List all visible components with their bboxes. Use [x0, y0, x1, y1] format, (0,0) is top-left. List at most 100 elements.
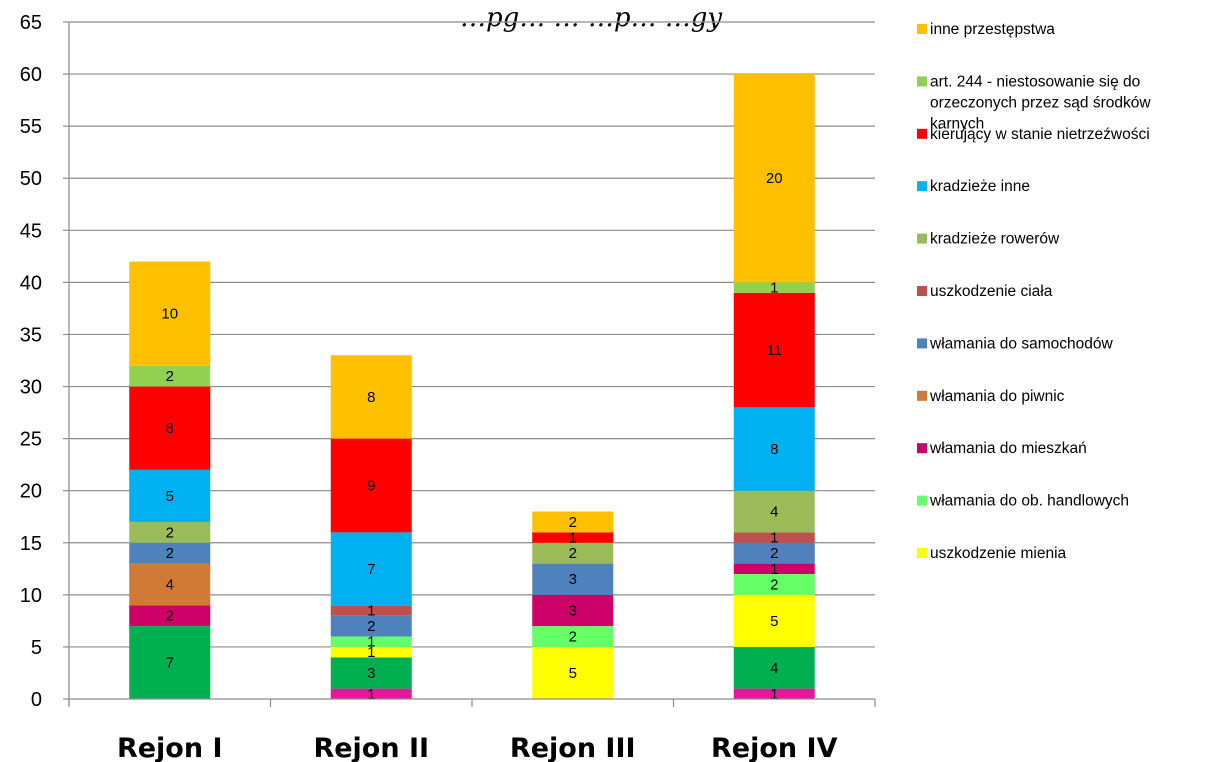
bar-segment: [733, 594, 815, 647]
x-category-label: Rejon III: [510, 733, 636, 762]
bar-segment: [733, 74, 815, 283]
bar-segment: [733, 688, 815, 699]
bar-data-label: 10: [161, 306, 178, 323]
legend-label: kradzieże rowerów: [930, 231, 1060, 248]
bar-data-label: 7: [367, 561, 375, 578]
bar-segment: [733, 532, 815, 543]
bar-segment: [129, 626, 211, 699]
bar-data-label: 1: [367, 602, 375, 619]
bar-data-label: 2: [770, 576, 778, 593]
bar-segment: [330, 688, 412, 699]
legend-item: kierujący w stanie nietrzeźwości: [917, 126, 1150, 143]
legend-item: art. 244 - niestosowanie się do orzeczony…: [917, 73, 1151, 132]
bar-segment: [733, 574, 815, 595]
bar-data-label: 4: [166, 576, 174, 593]
bar-data-label: 2: [166, 608, 174, 625]
bar-data-label: 2: [166, 524, 174, 541]
legend-item: włamania do ob. handlowych: [917, 493, 1129, 510]
bar-data-label: 1: [770, 686, 778, 703]
legend-label: uszkodzenie ciała: [930, 283, 1053, 300]
bar-segment: [733, 407, 815, 491]
y-tick-label: 30: [20, 377, 42, 399]
legend-swatch: [917, 76, 927, 87]
legend-label: włamania do piwnic: [929, 388, 1065, 405]
y-tick-label: 45: [20, 220, 42, 242]
bar-segment: [733, 646, 815, 689]
bar-segment: [733, 563, 815, 575]
legend-label: inne przestępstwa: [930, 21, 1055, 38]
bar-data-label: 1: [770, 561, 778, 578]
bar-segment: [330, 438, 412, 533]
bar-data-label: 4: [770, 660, 778, 677]
bar-data-label: 2: [770, 545, 778, 562]
bar-segment: [129, 365, 211, 387]
y-tick-label: 35: [20, 324, 42, 346]
bar-segment: [733, 282, 815, 293]
bar-data-label: 1: [367, 644, 375, 661]
bar-data-label: 5: [569, 665, 577, 682]
legend-label: karnych: [930, 115, 984, 132]
bar-data-label: 2: [166, 545, 174, 562]
legend: inne przestępstwa art. 244 - niestosowani…: [917, 21, 1151, 562]
legend-swatch: [917, 338, 927, 349]
bar-segment: [330, 646, 412, 658]
legend-swatch: [917, 181, 927, 192]
bar-segment: [532, 626, 614, 647]
legend-item: kradzieże rowerów: [917, 231, 1060, 248]
legend-swatch: [917, 24, 927, 34]
bar-segment: [129, 563, 211, 606]
legend-item: włamania do piwnic: [917, 388, 1065, 405]
bar-segment: [733, 292, 815, 408]
bar-segment: [330, 532, 412, 606]
legend-swatch: [917, 128, 927, 139]
legend-label: uszkodzenie mienia: [930, 545, 1067, 562]
legend-label: włamania do ob. handlowych: [929, 493, 1129, 510]
legend-label: kradzieże inne: [930, 178, 1030, 195]
bar-data-label: 4: [770, 504, 778, 521]
bar-segment: [733, 542, 815, 564]
bar-data-label: 1: [367, 634, 375, 651]
bar-segment: [532, 542, 614, 564]
bar-segment: [330, 355, 412, 439]
bar-data-label: 2: [367, 618, 375, 635]
legend-label: orzeczonych przez sąd środków: [930, 94, 1151, 111]
chart-title: …pg… … …p… …gy: [460, 3, 722, 33]
legend-label: włamania do mieszkań: [929, 440, 1087, 457]
y-tick-label: 25: [20, 429, 42, 451]
bar-segment: [532, 646, 614, 699]
bar-data-label: 5: [770, 613, 778, 630]
bar-segment: [733, 490, 815, 533]
legend-label: włamania do samochodów: [929, 335, 1113, 352]
y-tick-label: 10: [20, 585, 42, 607]
bar-segment: [330, 605, 412, 616]
bar-data-label: 2: [166, 368, 174, 385]
bar-data-label: 1: [569, 530, 577, 547]
bar-data-label: 8: [770, 441, 778, 458]
y-tick-label: 50: [20, 168, 42, 190]
y-tick-label: 60: [20, 64, 42, 86]
y-tick-label: 20: [20, 481, 42, 503]
bar-segment: [129, 469, 211, 522]
legend-item: inne przestępstwa: [917, 21, 1055, 38]
bar-segment: [532, 532, 614, 543]
bar-data-label: 5: [166, 488, 174, 505]
legend-swatch: [917, 495, 927, 506]
bar-data-label: 7: [166, 655, 174, 672]
y-tick-label: 55: [20, 116, 42, 138]
legend-swatch: [917, 233, 927, 244]
bar-segment: [532, 511, 614, 533]
bar-segment: [532, 594, 614, 627]
bar-data-label: 8: [367, 389, 375, 406]
x-category-label: Rejon I: [117, 733, 223, 762]
legend-item: uszkodzenie ciała: [917, 283, 1053, 300]
bar-segment: [330, 615, 412, 637]
bar-data-label: 2: [569, 514, 577, 531]
legend-item: kradzieże inne: [917, 178, 1030, 195]
bar-data-label: 3: [367, 665, 375, 682]
y-tick-label: 5: [31, 637, 42, 659]
bar-data-label: 1: [367, 686, 375, 703]
y-axis: 0 5 10 15 20 25 30 35 40 45 50 55 60 65: [20, 12, 70, 711]
legend-item: włamania do mieszkań: [917, 440, 1087, 457]
